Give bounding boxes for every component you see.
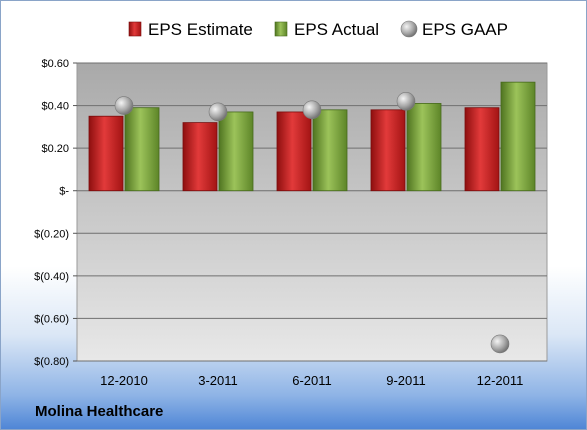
x-tick-label: 12-2011 bbox=[477, 373, 524, 388]
legend-label: EPS Estimate bbox=[148, 20, 253, 39]
x-tick-label: 6-2011 bbox=[292, 373, 332, 388]
y-axis-ticks: $0.60 $0.40 $0.20 $- $(0.20) $(0.40) $(0.60) $(… bbox=[34, 58, 77, 368]
legend-label: EPS GAAP bbox=[422, 20, 508, 39]
y-tick-label: $0.40 bbox=[41, 101, 69, 113]
x-tick-label: 9-2011 bbox=[386, 373, 426, 388]
company-name: Molina Healthcare bbox=[35, 403, 164, 420]
bar-eps-actual bbox=[218, 111, 254, 192]
y-tick-label: $(0.20) bbox=[34, 228, 69, 240]
bar-eps-estimate bbox=[276, 111, 312, 192]
bar-eps-actual bbox=[124, 107, 160, 192]
bar-eps-estimate bbox=[464, 107, 500, 192]
bar-eps-actual bbox=[500, 81, 536, 192]
x-tick-label: 12-2010 bbox=[100, 373, 148, 388]
legend-swatch bbox=[400, 20, 418, 38]
x-axis-labels: 12-2010 3-2011 6-2011 9-2011 12-2011 bbox=[100, 373, 523, 388]
legend: EPS Estimate EPS Actual EPS GAAP bbox=[128, 20, 508, 39]
bar-eps-estimate bbox=[88, 115, 124, 192]
gaap-markers bbox=[114, 92, 510, 354]
grid-lines bbox=[77, 62, 547, 362]
bar-eps-actual bbox=[406, 103, 442, 192]
bar-eps-estimate bbox=[370, 109, 406, 192]
legend-label: EPS Actual bbox=[294, 20, 379, 39]
y-tick-label: $(0.60) bbox=[34, 313, 69, 325]
marker-eps-gaap bbox=[490, 334, 510, 354]
y-tick-label: $0.20 bbox=[41, 143, 69, 155]
bar-eps-estimate bbox=[182, 122, 218, 192]
y-tick-label: $(0.40) bbox=[34, 271, 69, 283]
marker-eps-gaap bbox=[396, 92, 416, 111]
y-tick-label: $- bbox=[59, 186, 69, 198]
bars bbox=[88, 81, 536, 192]
legend-swatch bbox=[128, 21, 142, 37]
marker-eps-gaap bbox=[302, 100, 322, 120]
y-tick-label: $(0.80) bbox=[34, 356, 69, 368]
x-tick-label: 3-2011 bbox=[198, 373, 238, 388]
y-tick-label: $0.60 bbox=[41, 58, 69, 70]
legend-swatch bbox=[274, 21, 288, 37]
marker-eps-gaap bbox=[208, 102, 228, 122]
marker-eps-gaap bbox=[114, 96, 134, 115]
bar-eps-actual bbox=[312, 109, 348, 192]
